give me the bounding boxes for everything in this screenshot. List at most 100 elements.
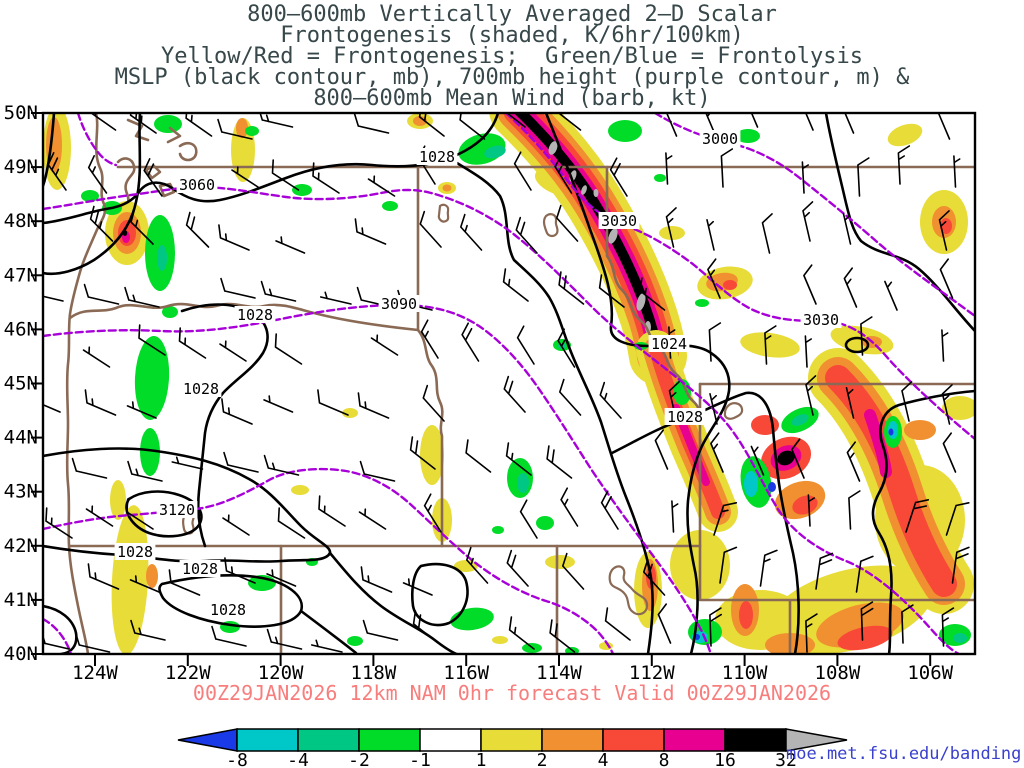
colorbar-value-label: -1 <box>409 750 431 768</box>
colorbar-value-label: 1 <box>476 750 487 768</box>
wind-barb <box>709 393 718 425</box>
lat-label-46N: 46N <box>4 318 38 340</box>
wind-barb <box>71 457 108 479</box>
wind-barb <box>274 333 303 365</box>
wind-barb <box>412 610 439 644</box>
mslp-contour-label: 1028 <box>667 408 703 426</box>
wind-barb <box>657 603 672 644</box>
lon-label-122W: 122W <box>165 662 211 684</box>
wind-barb <box>713 502 738 536</box>
wind-barb <box>266 569 297 587</box>
wind-barb <box>844 113 855 134</box>
wind-barb <box>804 335 812 368</box>
wind-barb <box>503 375 526 413</box>
lat-label-42N: 42N <box>4 535 38 557</box>
lat-label-48N: 48N <box>4 210 38 232</box>
lon-label-112W: 112W <box>629 662 675 684</box>
wind-barb <box>217 118 253 140</box>
wind-barb <box>185 113 213 137</box>
wind-barb <box>761 213 773 254</box>
colorbar-segment <box>724 728 787 752</box>
wind-barb <box>945 502 970 536</box>
mslp-contour-label: 1028 <box>117 543 153 561</box>
wind-barb <box>466 546 489 584</box>
wind-barb <box>126 401 157 419</box>
wind-barb <box>549 619 576 653</box>
wind-barb <box>420 319 439 359</box>
lat-label-44N: 44N <box>4 427 38 449</box>
wind-barb <box>85 505 114 527</box>
wind-barb <box>260 280 297 302</box>
wind-barb <box>815 552 834 590</box>
wind-barb <box>129 575 160 593</box>
title-line-3: Yellow/Red = Frontogenesis; Green/Blue =… <box>161 44 863 69</box>
colorbar-legend: -8 -4 -2 -1 1 2 4 8 16 32 <box>177 728 848 768</box>
wind-barb <box>508 616 535 650</box>
wind-barb <box>802 201 814 242</box>
lat-label-41N: 41N <box>4 589 38 611</box>
colorbar-arrow-right <box>785 728 848 752</box>
wind-barb <box>218 224 250 251</box>
lat-label-40N: 40N <box>4 643 38 665</box>
wind-barb <box>263 454 300 476</box>
wind-barb <box>222 514 250 536</box>
colorbar-value-label: -4 <box>287 750 309 768</box>
wind-barb <box>707 258 721 299</box>
wind-barb <box>259 113 294 128</box>
site-link[interactable]: moe.met.fsu.edu/banding <box>786 744 1022 764</box>
wind-barb <box>599 381 622 419</box>
colorbar-segment <box>541 728 604 752</box>
wind-barb <box>905 499 930 533</box>
wind-barb <box>277 507 306 539</box>
title-line-5: 800–600mb Mean Wind (barb, kt) <box>313 86 711 111</box>
wind-barb <box>710 432 724 473</box>
wind-barb <box>506 549 529 587</box>
colorbar-segment <box>358 728 421 752</box>
wind-barb <box>942 432 957 473</box>
wind-barb <box>358 508 387 530</box>
wind-barb <box>803 264 817 305</box>
wind-barb <box>220 277 256 299</box>
wind-barb <box>178 327 207 359</box>
wind-barb <box>311 639 343 653</box>
wind-barb <box>318 495 346 527</box>
height-contour-label: 3030 <box>803 311 839 329</box>
wind-barb <box>168 569 201 596</box>
wind-barb <box>764 325 777 365</box>
wind-barbs <box>43 113 970 653</box>
colorbar-value-label: 4 <box>598 750 609 768</box>
map-axes: 50N 49N 48N 47N 46N 45N 44N 43N 42N 41N 40N 124W 122… <box>4 102 954 684</box>
wind-barb <box>266 628 303 650</box>
wind-barb <box>953 155 961 188</box>
wind-barb <box>791 438 805 479</box>
wind-barb <box>665 113 678 137</box>
wind-barb <box>143 158 163 197</box>
wind-barb <box>598 274 625 308</box>
wind-barb <box>127 460 163 482</box>
wind-barb <box>231 166 259 188</box>
wind-barb <box>759 549 778 587</box>
wind-barb <box>941 384 953 425</box>
wind-barb <box>807 494 815 527</box>
wind-barb <box>130 208 154 245</box>
wind-barb <box>848 490 861 530</box>
lat-label-47N: 47N <box>4 264 38 286</box>
wind-barb <box>126 498 154 530</box>
mslp-contour-label: 1024 <box>651 335 687 353</box>
wind-barb <box>87 155 108 194</box>
wind-barb <box>845 387 855 419</box>
wind-barb <box>138 324 166 356</box>
wind-barb <box>130 619 166 641</box>
colorbar-segment <box>663 728 726 752</box>
wind-barb <box>505 442 532 476</box>
colorbar-segment <box>419 728 482 752</box>
wind-barb <box>513 151 532 191</box>
wind-barb <box>860 316 873 356</box>
wind-barb <box>84 389 117 416</box>
wind-barb <box>354 218 387 245</box>
lat-label-50N: 50N <box>4 102 38 124</box>
wind-barb <box>709 607 722 647</box>
colorbar-value-label: -8 <box>226 750 248 768</box>
wind-barb <box>557 328 576 368</box>
